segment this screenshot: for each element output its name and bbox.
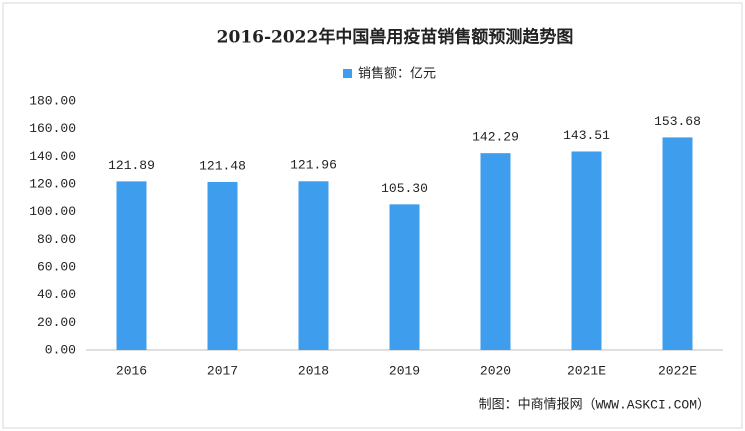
value-label: 121.48: [199, 158, 246, 173]
legend-swatch: [343, 69, 352, 78]
x-tick-label: 2017: [207, 363, 238, 378]
y-tick-label: 180.00: [29, 93, 76, 108]
value-label: 121.96: [290, 158, 337, 173]
value-label: 142.29: [472, 130, 519, 145]
bar: [116, 181, 147, 350]
x-tick-label: 2018: [298, 363, 329, 378]
value-label: 105.30: [381, 181, 428, 196]
bar: [571, 151, 602, 350]
y-tick-label: 140.00: [29, 149, 76, 164]
bar: [298, 181, 329, 350]
x-tick-label: 2022E: [658, 363, 697, 378]
y-tick-label: 100.00: [29, 204, 76, 219]
value-label: 121.89: [108, 158, 155, 173]
legend-label: 销售额：亿元: [358, 66, 436, 82]
y-tick-label: 0.00: [45, 342, 76, 357]
y-tick-label: 60.00: [37, 259, 76, 274]
x-tick-label: 2016: [116, 363, 147, 378]
x-tick-label: 2021E: [567, 363, 606, 378]
bar: [207, 181, 238, 350]
y-tick-label: 160.00: [29, 121, 76, 136]
y-tick-label: 20.00: [37, 315, 76, 330]
y-tick-label: 40.00: [37, 287, 76, 302]
source: 制图：中商情报网（WWW.ASKCI.COM）: [479, 397, 710, 412]
bar: [662, 137, 693, 350]
x-tick-label: 2019: [389, 363, 420, 378]
bar: [389, 204, 420, 350]
chart-title: 2016-2022年中国兽用疫苗销售额预测趋势图: [217, 27, 574, 48]
value-label: 143.51: [563, 128, 610, 143]
y-tick-label: 120.00: [29, 176, 76, 191]
y-tick-label: 80.00: [37, 232, 76, 247]
bar: [480, 153, 511, 350]
x-tick-label: 2020: [480, 363, 511, 378]
value-label: 153.68: [654, 114, 701, 129]
